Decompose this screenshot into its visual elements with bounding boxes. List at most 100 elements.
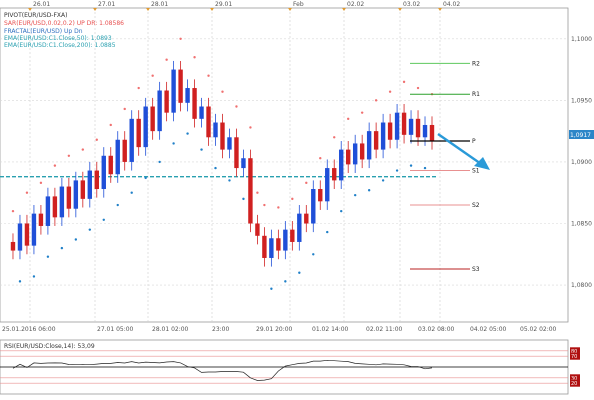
top-date-label: Feb [293,1,304,8]
rsi-level-label: 20 [571,381,577,387]
candle-body [339,149,344,181]
candle-body [192,88,197,119]
pivot-label: R1 [472,91,480,98]
candle-body [59,186,65,218]
sar-dot [346,117,350,121]
candle-body [136,118,141,148]
sar-dot [200,148,203,151]
sar-dot [67,154,71,157]
candle-body [290,229,295,242]
sar-dot [409,164,413,167]
candle-body [52,196,58,218]
candle-body [429,124,435,141]
sar-dot [144,176,147,180]
sar-dot [423,166,427,170]
candle-body [122,139,127,162]
candle-body [255,223,260,236]
sar-dot [284,280,287,283]
sar-dot [388,90,392,93]
candle-body [45,196,51,226]
candle-body [17,223,23,251]
sar-dot [172,142,175,145]
sar-layer [11,37,434,290]
x-tick-label: 23:00 [212,326,229,333]
candle-body [304,213,309,224]
sar-dot [263,203,266,207]
y-tick-label: 1,1000 [571,36,592,43]
candle-body [276,238,281,251]
current-price-box [569,130,594,139]
candle-body [108,155,113,175]
candle-body [94,170,99,190]
sar-dot [109,123,112,127]
candle-body [185,88,190,103]
sar-dot [367,189,371,192]
indicator-line-3: EMA(EUR/USD:C1.Close,50): 1.0893 [4,35,112,42]
candle-body [101,155,106,190]
top-date-label: 28.01 [151,1,168,8]
grid-layer [0,8,568,322]
top-date-label: 27.01 [98,1,115,8]
candle-body [352,143,358,165]
x-tick-label: 28.01 02:00 [152,326,189,333]
candle-body [87,170,93,199]
candle-body [283,229,288,251]
indicator-legend: PIVOT(EUR/USD-FXA) SAR(EUR/USD,0.02,0.2)… [4,12,124,49]
candle-body [345,149,351,165]
top-date-label: 29.01 [215,1,232,8]
sar-dot [11,209,15,213]
candle-body [164,90,169,113]
candle-body [248,158,253,224]
candle-body [269,238,274,258]
date-marker [93,8,97,11]
candle-body [73,180,79,209]
candle-body [220,122,225,150]
main-plot-frame [0,7,569,323]
candle-body [38,213,44,226]
candle-body [311,189,316,224]
pivot-label: S1 [472,168,480,175]
sar-dot [60,246,64,250]
candle-body [332,168,337,181]
candle-body [318,189,323,202]
y-tick-label: 1,0900 [571,159,592,166]
sar-dot [32,275,36,278]
candle-body [401,112,407,135]
x-tick-label: 29.01 20:00 [256,326,293,333]
x-tick-label: 27.01 05:00 [97,326,134,333]
sar-dot [298,271,301,274]
candle-body [213,122,218,138]
sar-dot [137,86,140,90]
indicator-line-1: SAR(EUR/USD,0.02,0.2) UP DR: 1.08586 [4,20,124,27]
sar-dot [340,209,343,213]
sar-dot [102,218,105,221]
sar-dot [46,255,50,258]
sar-dot [291,197,294,201]
candle-body [10,241,16,251]
sar-dot [81,148,85,151]
candle-body [157,90,162,132]
current-price-label: 1,0917 [570,132,591,139]
candle-body [115,139,120,175]
x-tick-label: 02.02 11:00 [366,326,403,333]
sar-dot [25,191,29,194]
candle-body [359,143,365,160]
sar-dot [158,160,161,164]
candle-body [199,106,204,119]
rsi-level-box [570,379,580,387]
sar-dot [214,166,217,170]
candle-body [366,131,372,160]
sar-dot [74,238,78,241]
axes-layer: 26.01 27.01 28.01 29.01 Feb 02.02 03.02 04.02 1,… [2,1,592,333]
top-date-label: 03.02 [403,1,420,8]
top-date-label: 26.01 [33,1,50,8]
sar-dot [235,105,238,108]
candle-body [373,131,379,150]
sar-dot [88,228,92,231]
sar-dot [402,80,406,84]
date-marker [398,8,402,11]
candle-body [66,186,72,209]
pivot-label: P [472,138,476,145]
candle-body [227,137,232,150]
